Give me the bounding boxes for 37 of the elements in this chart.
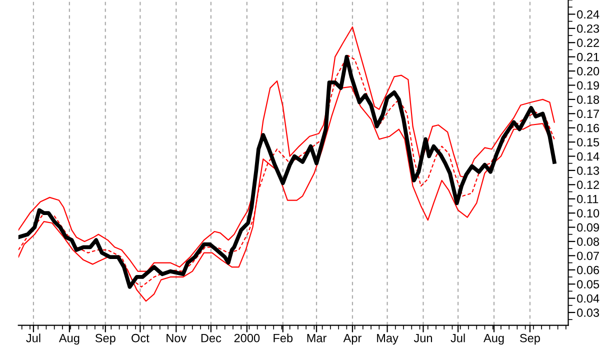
x-tick-label: Sep (95, 334, 116, 345)
y-tick-label: 0.03 (577, 308, 600, 317)
x-tick-label: Jun (414, 334, 432, 342)
y-tick-label: 0.05 (577, 280, 600, 288)
y-tick-label: 0.13 (577, 166, 600, 175)
x-tick-label: Aug (58, 334, 80, 345)
y-tick-label: 0.19 (577, 81, 599, 90)
y-tick-label: 0.16 (577, 124, 600, 132)
x-tick-label: Dec (201, 334, 222, 342)
y-tick-label: 0.22 (577, 38, 599, 48)
x-tick-label: Jul (26, 334, 40, 342)
y-tick-label: 0.21 (577, 52, 599, 62)
y-tick-label: 0.10 (577, 209, 600, 218)
y-tick-label: 0.07 (577, 252, 599, 260)
y-tick-label: 0.09 (577, 223, 599, 232)
y-tick-label: 0.24 (577, 10, 600, 19)
y-tick-label: 0.17 (577, 110, 599, 118)
x-tick-label: Sep (520, 334, 540, 345)
x-tick-label: Jul (450, 334, 465, 342)
y-tick-label: 0.04 (577, 294, 600, 303)
x-tick-label: May (377, 334, 398, 345)
y-tick-label: 0.08 (577, 238, 600, 246)
x-tick-label: 2000 (234, 334, 260, 342)
y-tick-label: 0.20 (577, 67, 600, 76)
y-tick-label: 0.11 (577, 194, 598, 204)
x-tick-label: Aug (484, 334, 504, 345)
y-tick-label: 0.18 (577, 95, 600, 104)
x-tick-label: Feb (274, 334, 293, 342)
y-tick-label: 0.06 (577, 266, 600, 274)
y-tick-label: 0.23 (577, 24, 600, 33)
x-tick-label: Mar (307, 334, 326, 342)
y-tick-label: 0.12 (577, 180, 599, 190)
x-tick-label: Apr (343, 334, 362, 345)
y-tick-label: 0.15 (577, 138, 600, 146)
x-tick-label: Nov (166, 334, 187, 342)
y-tick-label: 0.14 (577, 152, 600, 161)
x-tick-label: Oct (132, 334, 150, 342)
